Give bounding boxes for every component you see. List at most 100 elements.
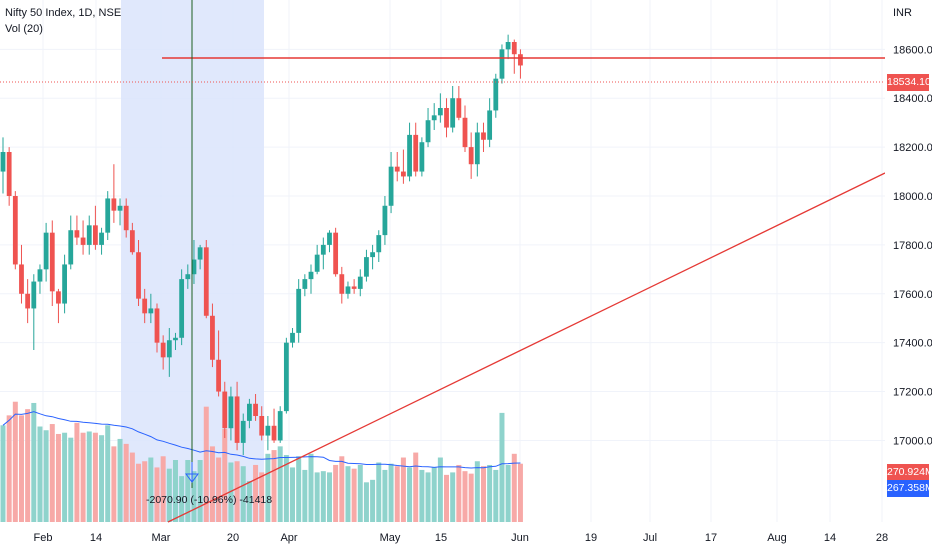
- volume-bar: [382, 469, 388, 522]
- candle: [86, 215, 92, 255]
- candle: [179, 269, 185, 346]
- volume-bar: [18, 415, 24, 522]
- volume-bar: [6, 415, 12, 522]
- volume-bar: [31, 402, 37, 522]
- candle: [265, 416, 271, 451]
- candle: [99, 227, 104, 255]
- candle: [462, 105, 468, 152]
- price-tick-label: 17400.00: [893, 338, 932, 350]
- volume-bar: [148, 457, 154, 522]
- candle: [308, 264, 314, 294]
- volume-bar: [197, 460, 203, 522]
- candle: [499, 44, 505, 84]
- volume-bar: [388, 463, 394, 522]
- candle: [370, 244, 375, 270]
- candle: [388, 152, 394, 214]
- price-tick-label: 18400.00: [893, 93, 932, 105]
- price-tag: 18534.10: [887, 74, 931, 91]
- candle: [259, 406, 265, 441]
- time-tick-label: Aug: [767, 532, 787, 544]
- candle: [290, 328, 295, 348]
- volume-bar: [345, 466, 351, 522]
- volume-bar: [12, 401, 18, 522]
- candle: [234, 381, 240, 451]
- volume-bar: [302, 469, 308, 522]
- time-tick-label: 14: [824, 532, 836, 544]
- candle: [302, 274, 308, 297]
- candle: [12, 191, 18, 270]
- time-axis[interactable]: Feb 14 Mar 20 Apr May 15 Jun 19 Jul 17 Aug 14 28: [0, 526, 932, 550]
- candle: [37, 264, 43, 294]
- candle: [210, 303, 215, 368]
- volume-bar: [25, 409, 31, 522]
- volume-bar: [265, 453, 271, 522]
- volume-bar: [99, 435, 105, 522]
- volume-bar: [191, 471, 197, 522]
- price-axis[interactable]: 18600.00 18400.00 18200.00 18000.00 17800.00…: [885, 0, 932, 550]
- candle: [222, 381, 228, 438]
- time-tick-label: Jul: [643, 532, 657, 544]
- volume-bar: [363, 482, 369, 522]
- candle: [487, 98, 493, 148]
- price-tick-label: 17000.00: [893, 435, 932, 447]
- candle: [129, 222, 135, 255]
- volume-indicator-label[interactable]: Vol (20): [5, 23, 43, 35]
- candle: [425, 108, 431, 148]
- measure-label: -2070.90 (-10.96%) -41418: [146, 494, 273, 506]
- volume-bar: [179, 476, 185, 522]
- measure-arrowhead: [185, 473, 199, 483]
- symbol-title[interactable]: Nifty 50 Index, 1D, NSE: [5, 7, 122, 19]
- volume-bar: [450, 472, 456, 522]
- candle: [31, 274, 37, 350]
- time-tick-label: Apr: [280, 532, 297, 544]
- volume-bar: [154, 467, 160, 522]
- time-tick-label: 17: [705, 532, 717, 544]
- candle: [271, 408, 277, 443]
- price-tick-label: 18600.00: [893, 44, 932, 56]
- candle: [327, 230, 332, 253]
- volume-bar: [123, 443, 129, 522]
- time-tick-label: Jun: [511, 532, 529, 544]
- candle: [518, 49, 523, 79]
- trend-line[interactable]: [167, 172, 886, 523]
- volume-bar: [160, 456, 166, 522]
- candle: [228, 386, 234, 441]
- candle: [111, 164, 117, 223]
- volume-bar: [246, 481, 252, 522]
- candle: [382, 196, 388, 245]
- volume-bar: [499, 412, 505, 522]
- candle: [351, 279, 357, 294]
- candle: [49, 220, 55, 306]
- volume-bar: [444, 474, 450, 522]
- candle: [80, 220, 86, 255]
- volume-bar: [493, 469, 499, 522]
- price-tick-label: 17800.00: [893, 240, 932, 252]
- candle: [357, 269, 363, 297]
- volume-bar: [216, 457, 222, 522]
- candle: [468, 132, 474, 179]
- volume-bar: [203, 406, 209, 522]
- candle: [19, 244, 24, 304]
- candle: [407, 122, 412, 182]
- time-tick-label: 14: [90, 532, 102, 544]
- candle: [456, 86, 462, 121]
- volume-bar: [296, 456, 302, 522]
- candle: [43, 222, 49, 282]
- volume-bar: [136, 463, 142, 522]
- volume-bar: [326, 472, 332, 522]
- volume-bar: [117, 438, 123, 522]
- volume-bar: [431, 467, 437, 522]
- time-tick-label: 15: [435, 532, 447, 544]
- time-tick-label: 20: [227, 532, 239, 544]
- candle: [320, 237, 326, 270]
- time-tick-label: May: [380, 532, 401, 544]
- volume-tag: 267.358M: [887, 480, 932, 497]
- volume-bar: [283, 455, 289, 522]
- candle: [364, 249, 369, 282]
- candle: [240, 413, 246, 456]
- volume-bar: [228, 462, 234, 522]
- price-tick-label: 18000.00: [893, 191, 932, 203]
- candle: [136, 240, 141, 306]
- candle: [450, 86, 456, 133]
